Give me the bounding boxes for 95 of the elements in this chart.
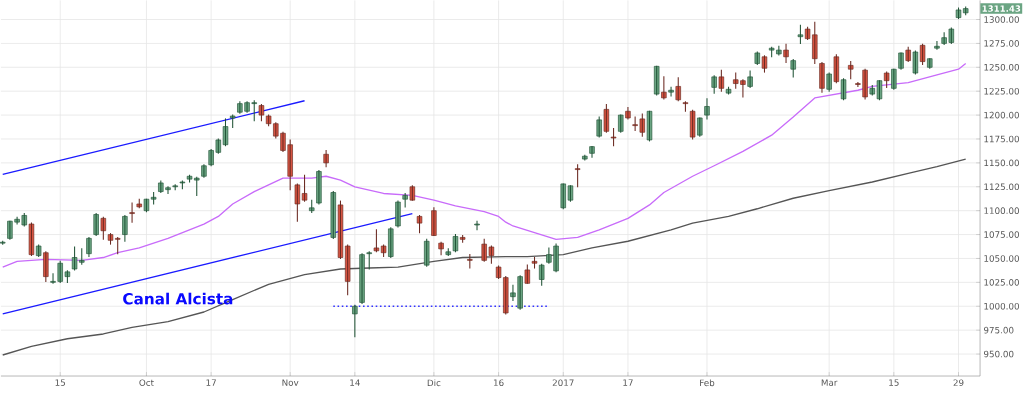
x-tick-label: Mar: [821, 379, 838, 386]
candlestick: [366, 251, 372, 270]
candlestick: [582, 154, 588, 161]
candlestick: [761, 55, 768, 73]
candlestick: [424, 238, 430, 267]
candlestick: [596, 116, 602, 138]
candlestick: [883, 71, 890, 88]
y-tick-label: 1125.00: [984, 183, 1019, 191]
candlestick: [891, 68, 897, 90]
candlestick: [848, 61, 854, 80]
candlestick: [100, 216, 107, 240]
x-tick-label: 15: [889, 379, 899, 386]
x-tick-label: 29: [953, 379, 964, 387]
x-tick-label: Feb: [700, 379, 715, 387]
candlestick: [409, 185, 416, 201]
candlestick: [229, 114, 236, 129]
candlestick: [28, 222, 35, 257]
candlestick: [150, 192, 157, 205]
candlestick: [653, 65, 660, 96]
x-tick-label: 17: [206, 379, 216, 386]
text: 1311.43: [982, 5, 1021, 12]
candlestick: [452, 234, 459, 253]
candlestick: [531, 257, 538, 269]
y-tick-label: 1250.00: [984, 64, 1019, 71]
candlestick: [833, 54, 840, 84]
candlestick: [754, 51, 760, 66]
candlestick: [610, 127, 617, 147]
candlestick: [445, 248, 451, 257]
y-tick-label: 1025.00: [984, 279, 1019, 286]
candlestick: [129, 202, 135, 223]
candlestick: [927, 58, 933, 69]
candlestick: [380, 244, 387, 258]
y-tick-label: 1050.00: [984, 255, 1019, 262]
x-tick-label: 14: [350, 379, 360, 386]
candlestick: [43, 251, 49, 282]
candlestick: [258, 104, 265, 122]
candlestick: [905, 46, 911, 63]
candlestick: [373, 229, 380, 253]
y-tick-label: 1175.00: [984, 135, 1019, 143]
candlestick: [35, 244, 42, 258]
y-tick-label: 1000.00: [984, 303, 1019, 310]
y-tick-label: 1275.00: [984, 40, 1019, 47]
y-tick-label: 1300.00: [984, 16, 1019, 23]
candlestick: [711, 75, 717, 94]
x-tick-label: 17: [623, 379, 633, 386]
candlestick: [330, 191, 336, 239]
y-tick-label: 1225.00: [984, 87, 1019, 95]
candlestick: [718, 69, 725, 92]
candlestick: [646, 110, 653, 142]
candlestick: [388, 227, 394, 259]
line-series: [2, 158, 967, 356]
candlestick: [524, 264, 531, 284]
candlestick: [919, 43, 926, 66]
candlestick: [790, 59, 796, 78]
candlestick: [689, 109, 696, 140]
y-tick-label: 1075.00: [984, 231, 1019, 238]
candlestick: [136, 198, 142, 209]
candlestick: [539, 263, 545, 286]
annotation: Canal Alcista: [123, 292, 233, 305]
candlestick: [301, 174, 308, 202]
candlestick: [459, 235, 466, 243]
x-tick-label: Oct: [139, 379, 154, 387]
candlestick: [618, 114, 624, 133]
candlestick: [675, 77, 681, 102]
candlestick: [402, 192, 408, 208]
candlestick: [143, 198, 150, 213]
candlestick: [797, 24, 804, 44]
candlestick: [416, 214, 423, 234]
candlestick: [725, 86, 732, 95]
x-tick-label: 15: [55, 379, 66, 386]
candlestick: [934, 41, 940, 50]
x-tick-label: Dic: [427, 379, 441, 387]
candlestick: [0, 240, 6, 245]
y-tick-label: 1200.00: [984, 111, 1019, 119]
candlestick: [840, 78, 847, 101]
y-tick-label: 1100.00: [984, 207, 1019, 215]
y-tick-label: 975.00: [983, 326, 1014, 334]
candlestick: [179, 180, 186, 190]
candlestick: [574, 164, 581, 188]
candlestick: [912, 50, 919, 75]
candlestick: [474, 220, 480, 231]
candlestick: [826, 72, 832, 92]
y-tick-label: 950.00: [983, 350, 1014, 358]
candlestick: [467, 254, 473, 269]
candlestick: [603, 104, 610, 133]
candlestick: [172, 184, 178, 191]
y-tick-label: 1150.00: [984, 159, 1019, 167]
candlestick: [309, 199, 315, 214]
candlestick: [668, 86, 674, 97]
x-tick-label: 2017: [552, 379, 574, 387]
x-tick-label: Nov: [282, 379, 299, 386]
x-tick-label: 16: [493, 379, 504, 387]
candlestick: [697, 117, 703, 137]
candlestick: [294, 183, 301, 222]
candlestick: [682, 101, 689, 112]
